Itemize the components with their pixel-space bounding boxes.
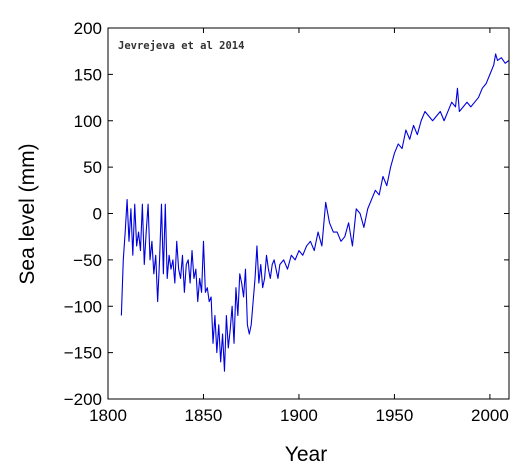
x-tick-label: 1800	[89, 406, 127, 425]
y-tick-label: 200	[74, 19, 102, 38]
y-tick-label: −100	[64, 297, 102, 316]
x-tick-label: 1900	[280, 406, 318, 425]
plot-frame	[107, 27, 510, 400]
labels-layer: 1800 1850 1900 1950 2000 −200 −150 −100 −50 0 50 10…	[64, 19, 509, 425]
y-tick-label: 100	[74, 112, 102, 131]
y-axis-label: Sea level (mm)	[16, 143, 39, 284]
x-tick-label: 2000	[471, 406, 509, 425]
x-axis-label: Year	[285, 443, 327, 466]
x-tick-label: 1950	[376, 406, 414, 425]
y-tick-label: −150	[64, 344, 102, 363]
x-tick-label: 1850	[185, 406, 223, 425]
source-annotation: Jevrejeva et al 2014	[118, 40, 244, 52]
y-tick-label: 150	[74, 65, 102, 84]
y-tick-label: −200	[64, 390, 102, 409]
y-tick-label: 50	[83, 158, 102, 177]
sea-level-series-line	[120, 53, 510, 372]
y-tick-label: −50	[73, 251, 102, 270]
y-tick-label: 0	[93, 205, 102, 224]
